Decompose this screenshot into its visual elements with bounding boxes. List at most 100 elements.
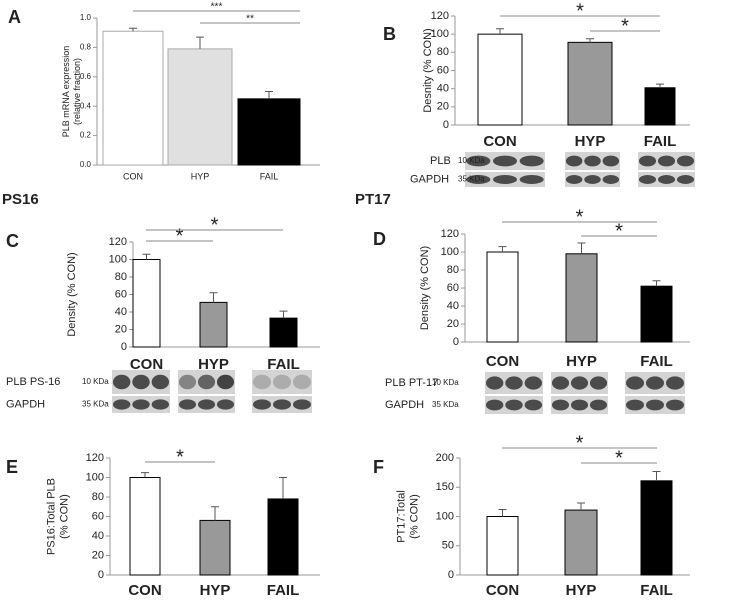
bar [267,498,299,576]
bar [132,259,161,348]
y-axis-label: (% CON) [408,494,420,539]
blot-band [466,175,491,184]
y-axis-label: PT17:Total [395,490,407,543]
y-tick-label: 150 [436,481,454,493]
blot-size: 10 KDa [82,377,109,386]
bar [102,30,164,166]
bar [199,301,228,348]
blot-band [132,374,150,390]
blot-band [197,399,216,410]
y-tick-label: 0 [98,569,104,581]
blot-band [646,376,664,390]
blot-name: PLB PS-16 [6,376,60,388]
bar [199,519,231,576]
significance-label: * [576,0,584,22]
y-tick-label: 40 [447,300,459,312]
error-bar [498,246,507,252]
blot-band [178,399,197,410]
panel-label: F [373,457,384,477]
blot-size: 10 KDa [458,156,485,165]
blot-band [638,175,657,184]
blot-band [657,175,676,184]
blot-band [666,399,684,411]
bar [486,251,519,343]
x-tick-label: FAIL [267,582,300,599]
blot-band [466,155,491,167]
blot-band [524,399,543,411]
y-tick-label: 0 [121,341,127,353]
blot-band [565,155,583,167]
significance-label: * [615,220,623,242]
blot-band [493,155,517,167]
y-tick-label: 20 [437,101,449,113]
bar [567,41,613,126]
y-tick-label: 60 [115,288,127,300]
blot-band [178,374,197,390]
x-tick-label: FAIL [644,133,677,150]
y-tick-label: 80 [115,271,127,283]
y-tick-label: 60 [447,282,459,294]
blot-band [646,399,664,411]
x-tick-label: CON [128,582,161,599]
panel-label: B [383,24,396,44]
x-tick-label: FAIL [640,353,673,370]
y-tick-label: 120 [86,452,104,464]
y-tick-label: 60 [92,510,104,522]
blot-background [252,370,312,394]
blot-name: PLB [430,155,451,167]
x-tick-label: HYP [198,356,229,373]
blot-size: 35 KDa [458,175,485,184]
y-tick-label: 0.8 [80,43,92,52]
blot-band [626,399,644,411]
blot-band [151,399,170,410]
error-bar [211,506,219,521]
y-tick-label: 0.2 [80,131,92,140]
x-tick-label: CON [130,356,163,373]
x-tick-label: HYP [566,582,597,599]
y-tick-label: 20 [115,323,127,335]
blot-band [132,399,150,410]
error-bar [577,502,585,511]
significance-label: * [211,214,219,236]
y-tick-label: 100 [86,471,104,483]
bar [644,87,676,126]
x-tick-label: FAIL [640,582,673,599]
x-tick-label: HYP [191,171,210,181]
bar [565,253,598,343]
blot-band [524,376,543,390]
error-bar [265,91,273,99]
error-bar [586,38,594,43]
blot-band [197,374,216,390]
y-tick-label: 40 [437,83,449,95]
x-tick-label: HYP [566,353,597,370]
x-tick-label: CON [123,171,143,181]
y-tick-label: 200 [436,452,454,464]
y-tick-label: 120 [109,236,127,248]
y-tick-label: 20 [92,549,104,561]
x-tick-label: CON [486,353,519,370]
bar [486,516,519,576]
blot-band [273,399,291,410]
y-tick-label: 60 [437,64,449,76]
y-tick-label: 40 [115,306,127,318]
blot-size: 35 KDa [82,400,109,409]
y-tick-label: 120 [441,228,459,240]
blot-band [112,374,131,390]
blot-band [505,399,523,411]
significance-label: * [176,225,184,247]
blot-band [589,376,608,390]
y-tick-label: 50 [442,540,454,552]
blot-name: GAPDH [385,399,424,411]
error-bar [196,36,204,49]
y-axis-label: PLB mRNA expression [61,46,71,138]
blot-band [666,376,684,390]
y-tick-label: 80 [92,491,104,503]
blot-size: 10 KDa [432,378,459,387]
y-tick-label: 120 [431,10,449,22]
x-tick-label: HYP [200,582,231,599]
y-tick-label: 0.6 [80,72,92,81]
blot-band [565,175,583,184]
error-bar [279,477,287,499]
y-tick-label: 100 [441,246,459,258]
